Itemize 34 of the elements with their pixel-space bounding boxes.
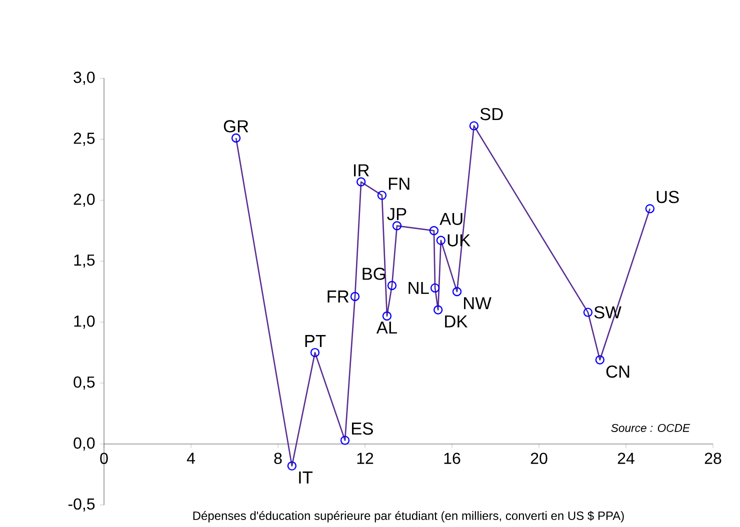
y-tick-label: 2,0 <box>74 194 95 207</box>
x-tick-label: 0 <box>100 452 108 464</box>
annotation: AU <box>440 213 462 226</box>
annotation: PT <box>305 335 326 348</box>
x-tick-label: 24 <box>618 452 634 464</box>
x-tick-label: 28 <box>704 452 722 464</box>
y-tick-label: 1,5 <box>74 254 95 268</box>
y-tick-label: -0,5 <box>68 498 95 512</box>
x-tick-label: 4 <box>186 452 195 464</box>
y-tick-label: 0,0 <box>74 437 95 451</box>
annotation: FR <box>328 290 349 303</box>
annotation: DK <box>445 316 468 328</box>
annotation: AL <box>376 322 398 334</box>
annotation: FN <box>388 178 410 190</box>
annotation: IR <box>354 164 369 176</box>
y-tick-label: 3,0 <box>74 72 95 85</box>
x-tick-label: 16 <box>444 452 460 464</box>
y-tick-label: 2,5 <box>74 132 95 146</box>
annotation: US <box>656 190 679 204</box>
x-tick-label: 20 <box>530 452 548 464</box>
annotation: ES <box>352 422 373 435</box>
annotation: Source : OCDE <box>611 424 690 432</box>
y-tick-label: 1,0 <box>74 316 95 329</box>
annotation: NW <box>464 297 492 310</box>
annotation: CN <box>606 366 630 378</box>
x-tick-label: 12 <box>357 452 374 464</box>
x-tick-label: 8 <box>274 452 282 464</box>
x-axis-title: Dépenses d'éducation supérieure par étudiant (en milliers, converti en US $ PPA) <box>193 511 624 522</box>
annotation: IT <box>299 472 313 484</box>
annotation: GR <box>224 120 248 133</box>
annotation: SD <box>480 108 503 120</box>
annotation: NL <box>408 282 429 294</box>
y-tick-label: 0,5 <box>74 376 95 390</box>
annotation: JP <box>387 208 406 220</box>
